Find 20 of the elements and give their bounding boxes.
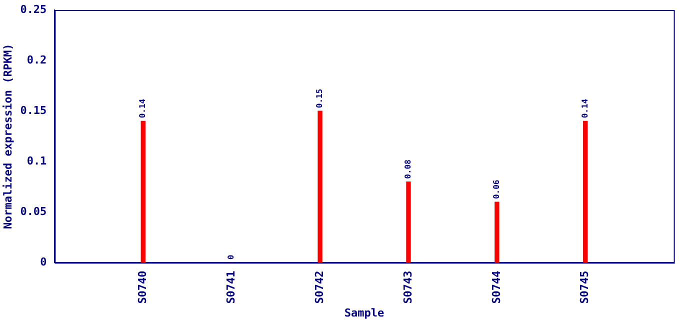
y-tick-label: 0.25	[20, 2, 47, 16]
y-tick-label: 0.05	[20, 205, 47, 218]
data-label: 0	[226, 254, 236, 260]
y-tick-label: 0.1	[26, 154, 48, 168]
data-label: 0.15	[315, 88, 324, 108]
x-tick-label: S0743	[401, 270, 414, 304]
x-tick-label: S0744	[490, 270, 503, 304]
y-tick-label: 0.15	[20, 104, 47, 117]
data-label: 0.08	[404, 159, 413, 179]
data-label: 0.14	[138, 98, 148, 118]
data-label: 0.14	[580, 98, 590, 118]
data-label: 0.06	[492, 180, 501, 200]
y-tick-label: 0.2	[26, 53, 47, 66]
y-axis-title: Normalized expression (RPKM)	[1, 44, 14, 230]
y-tick-label: 0	[40, 256, 47, 269]
x-tick-label: S0742	[312, 270, 326, 304]
x-tick-label: S0745	[578, 270, 592, 304]
x-axis-title: Sample	[344, 306, 384, 320]
x-tick-label: S0740	[136, 270, 149, 304]
x-tick-label: S0741	[224, 270, 238, 304]
